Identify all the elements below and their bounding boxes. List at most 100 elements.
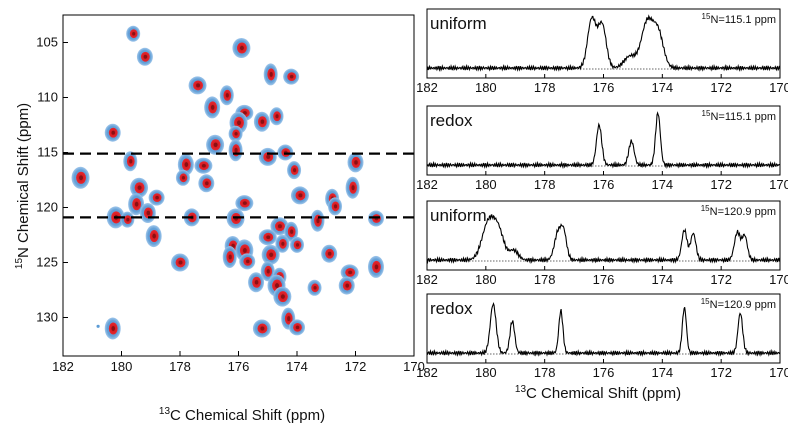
peak-center <box>111 130 115 135</box>
peak <box>273 286 292 307</box>
isotope-superscript: 15 <box>702 12 711 21</box>
peak-center <box>280 294 285 299</box>
peak-center <box>134 201 139 207</box>
x-tick-label: 178 <box>534 272 556 287</box>
peak-center <box>313 286 317 290</box>
peak-center <box>327 251 332 256</box>
peak-center <box>260 326 265 331</box>
slice-panel: 182 180 178 176 174 172 170 uniform 15N=120.9 pp… <box>416 200 788 287</box>
peak <box>260 261 275 282</box>
peak-center <box>316 218 320 224</box>
peak-center <box>260 119 265 124</box>
peak-center <box>213 142 218 147</box>
x-tick-label: 182 <box>416 365 438 380</box>
peak <box>128 193 145 216</box>
plot-frame <box>62 14 415 357</box>
x-tick-label: 182 <box>416 80 438 95</box>
peak-center <box>266 269 270 274</box>
peak <box>136 47 153 66</box>
peak <box>222 246 237 268</box>
x-tick-label: 180 <box>475 365 497 380</box>
slice-panel: 182 180 178 176 174 172 170 redox 15N=115.1 ppm <box>416 105 788 192</box>
y-axis-ticks: 105 110 115 120 125 130 <box>36 35 68 325</box>
x-axis-title: 13C Chemical Shift (ppm) <box>159 406 325 424</box>
peak-center <box>152 233 156 239</box>
peak-center <box>239 45 244 51</box>
peak-center <box>155 195 159 200</box>
peak <box>321 244 338 263</box>
x-tick-label: 174 <box>651 272 673 287</box>
peak <box>287 161 302 180</box>
spectrum-trace <box>426 302 781 357</box>
peak-center <box>234 132 238 136</box>
peak-center <box>143 54 148 59</box>
peak <box>194 157 213 174</box>
peak-center <box>254 280 259 285</box>
peak-center <box>246 259 250 264</box>
x-tick-label: 180 <box>475 272 497 287</box>
x-tick-label: 176 <box>593 80 615 95</box>
peak-center <box>281 241 285 246</box>
peak <box>347 152 364 173</box>
peak-center <box>275 114 279 119</box>
x-tick-label: 170 <box>403 359 425 374</box>
peak-center <box>210 104 215 110</box>
peak-center <box>290 229 294 234</box>
peak <box>206 134 225 155</box>
shift-value: N=115.1 ppm <box>710 111 776 123</box>
x-tick-label: 170 <box>769 365 788 380</box>
slice-panel: 182 180 178 176 174 172 170 uniform 15N=115.1 pp… <box>416 8 788 95</box>
peak <box>188 76 207 95</box>
peak <box>226 208 245 229</box>
peak <box>145 225 162 248</box>
peak-center <box>79 175 84 181</box>
peak-center <box>295 243 300 247</box>
x-tick-label: 176 <box>593 177 615 192</box>
peak <box>228 125 243 142</box>
peak-center <box>333 204 338 209</box>
peak <box>175 169 190 186</box>
peak-center <box>242 201 247 205</box>
peak-center <box>298 193 303 198</box>
peak <box>367 210 384 227</box>
peak <box>290 186 309 205</box>
spectrum-trace <box>426 111 781 170</box>
peak-center <box>242 247 247 253</box>
x-tick-label: 180 <box>111 359 133 374</box>
peak <box>198 174 215 193</box>
peak <box>340 264 359 281</box>
peak-center <box>295 325 300 330</box>
peak <box>123 151 138 172</box>
peak-center <box>228 254 232 260</box>
slice-nitrogen-shift: 15N=115.1 ppm <box>702 109 776 123</box>
peak <box>130 177 149 198</box>
reference-lines <box>63 152 414 219</box>
peak-center <box>275 283 280 289</box>
x-tick-label: 174 <box>651 365 673 380</box>
peak <box>71 166 90 189</box>
shift-value: N=115.1 ppm <box>710 14 776 26</box>
peak-center <box>132 31 136 36</box>
peak-center <box>242 111 247 115</box>
2d-spectrum: 182 180 178 176 174 172 170 105 110 115 120 125 130… <box>14 14 425 424</box>
slice-nitrogen-shift: 15N=115.1 ppm <box>702 12 776 26</box>
peak <box>219 85 234 106</box>
peak-center <box>351 185 355 191</box>
y-tick-label: 115 <box>37 145 58 160</box>
peak <box>328 197 343 216</box>
peak-center <box>126 217 130 222</box>
x-tick-label: 172 <box>710 177 732 192</box>
peak-center <box>277 224 282 229</box>
x-tick-label: 176 <box>593 272 615 287</box>
spectrum-trace <box>426 214 781 265</box>
x-tick-label: 182 <box>52 359 74 374</box>
peak-center <box>354 160 358 165</box>
peak-center <box>225 93 229 98</box>
slice-label: redox <box>430 299 473 318</box>
peak-center <box>234 147 238 153</box>
peak-center <box>348 270 353 275</box>
x-tick-label: 182 <box>416 177 438 192</box>
shift-value: N=120.9 ppm <box>710 299 776 311</box>
y-tick-label: 110 <box>37 90 58 105</box>
peak <box>235 195 254 212</box>
